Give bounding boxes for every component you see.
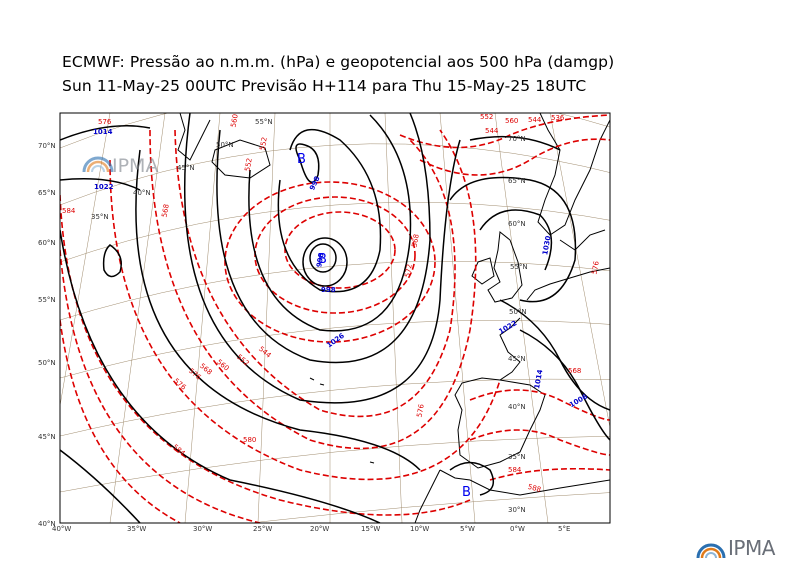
geopotential-labels: 576 584 560 552 568 576 568 560 552 544 …	[62, 113, 601, 494]
isobar-contours	[60, 113, 610, 523]
lon-label: 10°W	[410, 525, 429, 533]
lat-label: 55°N	[38, 296, 56, 304]
lon-label: 25°W	[253, 525, 272, 533]
graticule-label: 55°N	[510, 263, 528, 271]
lon-label: 5°W	[460, 525, 475, 533]
geopotential-label: 544	[528, 116, 542, 124]
graticule-label: 35°N	[91, 213, 109, 221]
low-centers: B B B	[297, 152, 471, 500]
lon-axis-labels: 40°W 35°W 30°W 25°W 20°W 15°W 10°W 5°W 0…	[52, 525, 570, 533]
low-center-mark: B	[297, 152, 306, 167]
lon-label: 30°W	[193, 525, 212, 533]
lat-label: 65°N	[38, 189, 56, 197]
graticule-label: 55°N	[255, 118, 273, 126]
geopotential-label: 584	[62, 207, 76, 215]
geopotential-label: 568	[568, 367, 581, 375]
lon-label: 40°W	[52, 525, 71, 533]
geopotential-label: 552	[480, 113, 493, 121]
geopotential-label: 560	[230, 113, 240, 128]
geopotential-label: 552	[244, 157, 254, 172]
graticule-label: 45°N	[508, 355, 526, 363]
graticule-labels: 55°N 50°N 45°N 40°N 35°N 70°N 65°N 60°N …	[91, 118, 528, 514]
isobar-label: 1014	[533, 369, 544, 390]
graticule-label: 35°N	[508, 453, 526, 461]
lat-label: 70°N	[38, 142, 56, 150]
geopotential-label: 580	[243, 436, 256, 444]
map-border	[59, 112, 611, 524]
graticule-label: 40°N	[508, 403, 526, 411]
geopotential-label: 588	[527, 483, 542, 494]
chart-title: ECMWF: Pressão ao n.m.m. (hPa) e geopote…	[62, 53, 615, 71]
lat-label: 60°N	[38, 239, 56, 247]
lat-axis-labels: 70°N 65°N 60°N 55°N 50°N 45°N 40°N	[38, 142, 56, 528]
low-center-mark: B	[318, 252, 327, 267]
lon-label: 5°E	[558, 525, 570, 533]
geopotential-label: 536	[551, 114, 565, 122]
isobar-label: 998	[315, 252, 325, 268]
watermark-text: IPMA	[112, 155, 158, 177]
ipma-watermark: IPMA	[82, 155, 158, 177]
graticule-label: 50°N	[509, 308, 527, 316]
graticule-label: 45°N	[177, 164, 195, 172]
graticule-label: 60°N	[508, 220, 526, 228]
graticule	[60, 113, 610, 523]
graticule-label: 50°N	[216, 141, 234, 149]
lat-label: 45°N	[38, 433, 56, 441]
ipma-logo-text: IPMA	[728, 536, 775, 560]
geopotential-label: 552	[259, 136, 269, 151]
geopotential-label: 544	[485, 127, 499, 135]
geopotential-label: 568	[411, 233, 421, 248]
geopotential-label: 572	[404, 263, 414, 278]
ipma-logo-icon	[696, 543, 726, 559]
graticule-label: 40°N	[133, 189, 151, 197]
lon-label: 0°W	[510, 525, 525, 533]
isobar-label: 1030	[541, 235, 552, 256]
geopotential-label: 584	[508, 466, 522, 474]
graticule-label: 65°N	[508, 177, 526, 185]
geopotential-label: 568	[161, 203, 171, 218]
isobar-label: 1022	[94, 183, 114, 191]
chart-subtitle: Sun 11-May-25 00UTC Previsão H+114 para …	[62, 77, 587, 95]
geopotential-label: 576	[98, 118, 112, 126]
lat-label: 50°N	[38, 359, 56, 367]
isobar-label: 1014	[93, 128, 113, 136]
graticule-label: 30°N	[508, 506, 526, 514]
lon-label: 20°W	[310, 525, 329, 533]
geopotential-label: 576	[416, 403, 426, 418]
geopotential-label: 576	[591, 260, 601, 275]
lon-label: 35°W	[127, 525, 146, 533]
geopotential-label: 560	[505, 117, 518, 125]
isobar-label: 998	[321, 286, 336, 294]
lon-label: 15°W	[361, 525, 380, 533]
low-center-mark: B	[462, 485, 471, 500]
lat-label: 40°N	[38, 520, 56, 528]
graticule-label: 70°N	[508, 135, 526, 143]
